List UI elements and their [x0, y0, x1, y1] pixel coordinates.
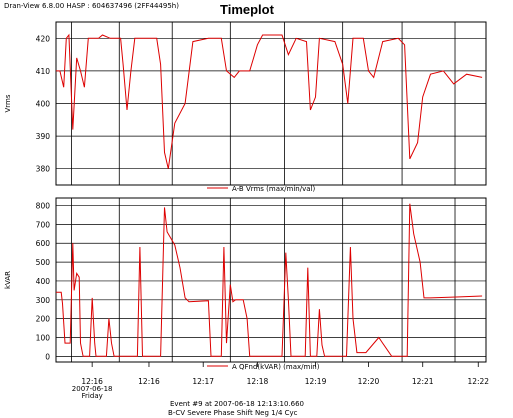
vrms-y-ticks: 380 390 400 410 420: [36, 34, 51, 173]
kvar-y-label: kVAR: [4, 271, 12, 289]
time-tick-label: 12:22: [467, 377, 489, 386]
app-header: Dran-View 6.8.00 HASP : 604637496 (2FF44…: [4, 2, 179, 10]
vrms-y-label: Vrms: [4, 94, 12, 112]
kvar-y-tick-label: 300: [36, 296, 51, 305]
event-description: B-CV Severe Phase Shift Neg 1/4 Cyc: [168, 409, 298, 417]
weekday-label: Friday: [82, 392, 103, 400]
vrms-grid: [56, 22, 486, 185]
kvar-y-tick-label: 600: [36, 239, 51, 248]
time-tick-label: 12:20: [358, 377, 380, 386]
kvar-series-line: [56, 203, 483, 357]
kvar-y-tick-label: 500: [36, 258, 51, 267]
time-tick-label: 12:21: [412, 377, 434, 386]
chart-title: Timeplot: [220, 2, 275, 17]
time-tick-label: 12:17: [192, 377, 214, 386]
kvar-y-tick-label: 700: [36, 220, 51, 229]
kvar-y-tick-label: 0: [45, 352, 50, 361]
kvar-y-tick-label: 800: [36, 202, 51, 211]
vrms-series-line: [56, 33, 483, 169]
vrms-y-tick-label: 380: [36, 165, 51, 174]
time-tick-label: 12:19: [305, 377, 327, 386]
vrms-y-tick-label: 410: [36, 67, 51, 76]
event-line: Event #9 at 2007-06-18 12:13:10.660: [170, 400, 304, 408]
kvar-grid: [56, 198, 486, 362]
vrms-y-tick-label: 420: [36, 34, 51, 43]
time-tick-label: 12:16: [81, 377, 103, 386]
date-label: 2007-06-18: [72, 385, 113, 393]
kvar-y-ticks: 0 100 200 300 400 500 600 700 800: [36, 202, 51, 362]
kvar-legend: A QFnd(kVAR) (max/min): [232, 363, 320, 371]
kvar-y-tick-label: 400: [36, 277, 51, 286]
kvar-panel: [55, 197, 487, 363]
time-tick-label: 12:18: [247, 377, 269, 386]
vrms-y-tick-label: 390: [36, 132, 51, 141]
kvar-y-tick-label: 200: [36, 315, 51, 324]
vrms-y-tick-label: 400: [36, 100, 51, 109]
vrms-legend: A-B Vrms (max/min/val): [232, 185, 315, 193]
time-axis-ticks: 12:16 12:16 12:17 12:18 12:19 12:20 12:21 12:22: [81, 362, 489, 386]
time-tick-label: 12:16: [138, 377, 160, 386]
kvar-y-tick-label: 100: [36, 333, 51, 342]
